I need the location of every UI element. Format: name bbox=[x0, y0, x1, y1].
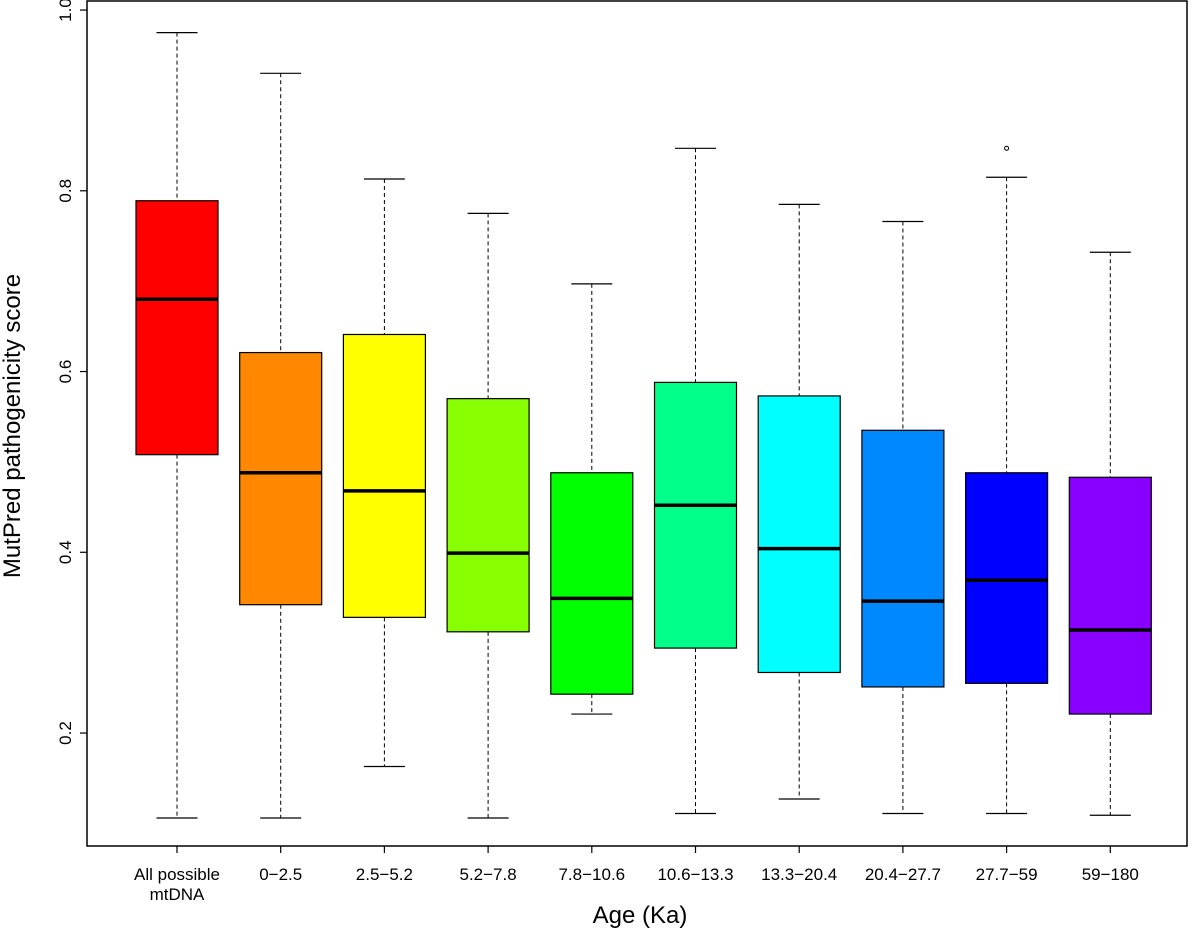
box-group-3 bbox=[446, 212, 530, 819]
y-axis-title: MutPred pathogenicity score bbox=[0, 274, 26, 578]
box-group-4 bbox=[550, 283, 634, 715]
box-group-1 bbox=[239, 72, 323, 819]
x-tick-label-9: 59−180 bbox=[1082, 865, 1139, 884]
x-tick-label-1: 0−2.5 bbox=[259, 865, 302, 884]
box-0 bbox=[135, 200, 219, 456]
y-tick-label-0: 0.2 bbox=[56, 721, 75, 745]
x-tick-label-3: 5.2−7.8 bbox=[459, 865, 516, 884]
x-tick-label-0-line-0: All possible bbox=[134, 865, 220, 884]
box-group-2 bbox=[342, 178, 426, 768]
box-group-9 bbox=[1068, 251, 1152, 816]
x-tick-label-8: 27.7−59 bbox=[976, 865, 1038, 884]
box-group-8 bbox=[964, 145, 1049, 815]
box-1 bbox=[239, 351, 323, 606]
plot-frame bbox=[86, 0, 1188, 847]
x-axis-title: Age (Ka) bbox=[593, 902, 688, 929]
box-8 bbox=[964, 472, 1049, 684]
box-group-7 bbox=[861, 220, 945, 815]
box-9 bbox=[1068, 476, 1152, 715]
x-tick-label-7: 20.4−27.7 bbox=[865, 865, 941, 884]
y-tick-label-2: 0.6 bbox=[56, 360, 75, 384]
x-tick-label-6: 13.3−20.4 bbox=[761, 865, 837, 884]
x-tick-label-2: 2.5−5.2 bbox=[356, 865, 413, 884]
box-2 bbox=[342, 333, 426, 618]
x-tick-label-5: 10.6−13.3 bbox=[657, 865, 733, 884]
box-group-0 bbox=[135, 32, 219, 819]
boxes bbox=[135, 32, 1152, 819]
box-7 bbox=[861, 429, 945, 688]
box-group-6 bbox=[757, 203, 841, 800]
box-3 bbox=[446, 398, 530, 633]
box-4 bbox=[550, 472, 634, 695]
box-group-5 bbox=[653, 147, 738, 815]
y-axis: 0.2 0.4 0.6 0.8 1.0 bbox=[56, 0, 87, 745]
y-tick-label-4: 1.0 bbox=[56, 0, 75, 22]
x-tick-label-0-line-1: mtDNA bbox=[150, 885, 205, 904]
outlier-point-8-0 bbox=[1004, 145, 1010, 151]
y-tick-label-3: 0.8 bbox=[56, 179, 75, 203]
y-tick-label-1: 0.4 bbox=[56, 540, 75, 564]
box-6 bbox=[757, 395, 841, 674]
box-5 bbox=[653, 381, 738, 649]
x-tick-label-4: 7.8−10.6 bbox=[558, 865, 625, 884]
